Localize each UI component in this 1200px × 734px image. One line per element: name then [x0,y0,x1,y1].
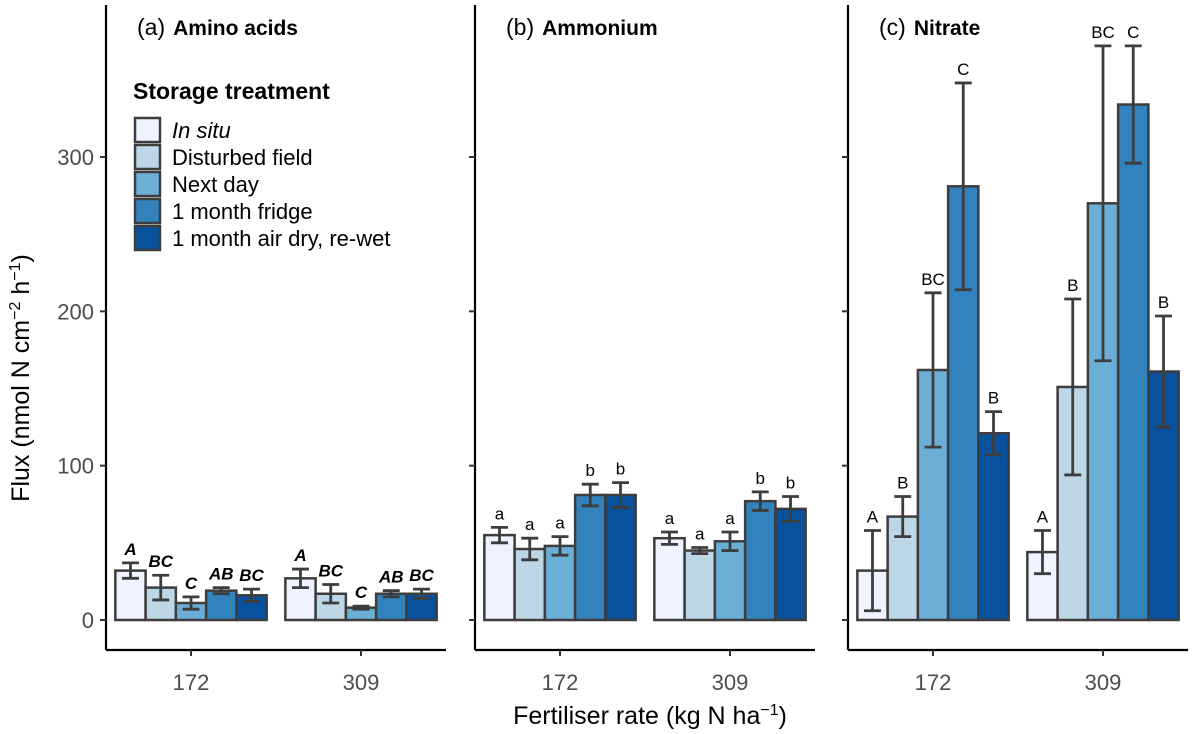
bar [653,536,686,622]
significance-letter: b [616,460,625,479]
significance-letter: b [786,474,795,493]
x-tick-label: 309 [343,670,380,695]
panel-tag: (b) [506,14,534,40]
ylabel-end: ) [7,254,35,262]
legend-swatch [133,170,162,198]
x-axis-title: Fertiliser rate (kg N ha−1) [513,702,787,730]
bar [543,544,577,622]
significance-letter: A [123,540,136,559]
significance-letter: A [1037,507,1049,526]
xlabel-sup: −1 [760,702,778,719]
legend-label: Next day [172,172,259,197]
panel-name: Ammonium [542,17,658,40]
xlabel-main: Fertiliser rate (kg N ha [513,702,760,730]
y-tick-label: 200 [57,299,94,324]
significance-letter: BC [921,270,945,289]
panel-1: 0 100 200 300 172 A BC C AB BC 309 A BC C AB BC (a) Amino… [57,5,446,695]
bar [204,589,238,622]
significance-letter: AB [378,568,404,587]
legend-swatch [133,116,162,144]
bar [774,507,807,622]
ylabel-main: Flux (nmol N cm [7,320,35,502]
significance-letter: BC [239,566,264,585]
bar [743,499,777,622]
significance-letter: B [1067,276,1078,295]
significance-letter: BC [148,552,173,571]
significance-letter: b [756,469,765,488]
x-tick-label: 172 [915,670,952,695]
significance-letter: AB [208,565,234,584]
panel-title: (a) Amino acids [137,14,298,40]
ylabel-sup: −1 [7,262,24,280]
y-tick-label: 100 [57,454,94,479]
panel-name: Amino acids [173,17,298,40]
bar [713,540,747,622]
legend-label: In situ [172,118,231,143]
y-tick-label: 0 [82,608,94,633]
legend-label: 1 month fridge [172,199,313,224]
significance-letter: a [525,515,535,534]
bar [977,432,1010,622]
x-tick-label: 172 [542,670,579,695]
significance-letter: a [665,509,675,528]
significance-letter: A [867,507,879,526]
significance-letter: C [957,60,969,79]
legend-swatch [133,224,162,252]
legend-label: Disturbed field [172,145,313,170]
ylabel-mid: h [7,281,35,302]
significance-letter: a [495,504,505,523]
bar [573,493,607,622]
significance-letter: B [988,389,999,408]
panel-title: (b) Ammonium [506,14,658,40]
significance-letter: A [293,546,306,565]
significance-letter: B [1158,293,1169,312]
x-tick-label: 172 [173,670,210,695]
xlabel-end: ) [779,702,787,730]
significance-letter: b [586,461,595,480]
panel-tag: (c) [879,14,906,40]
x-tick-label: 309 [1085,670,1122,695]
legend-title: Storage treatment [133,78,330,104]
significance-letter: BC [1091,23,1115,42]
significance-letter: BC [409,566,434,585]
significance-letter: C [185,574,198,593]
bar [683,549,717,622]
legend-label: 1 month air dry, re-wet [172,226,390,251]
significance-letter: B [897,474,908,493]
y-tick-label: 300 [57,145,94,170]
significance-letter: a [695,524,705,543]
panel-title: (c) Nitrate [879,14,980,40]
significance-letter: C [1127,23,1139,42]
panel-tag: (a) [137,14,165,40]
legend-swatch [133,197,162,225]
y-axis-title: Flux (nmol N cm−2 h−1) [7,254,35,502]
bar [1116,103,1150,622]
ylabel-sup: −2 [7,302,24,320]
significance-letter: C [355,583,368,602]
x-tick-label: 309 [712,670,749,695]
significance-letter: BC [318,562,343,581]
legend-swatch [133,143,162,171]
bar [604,493,637,622]
panel-2: 172 a a a b b 309 a a a b b (b) Ammonium [469,5,815,695]
significance-letter: a [555,514,565,533]
panel-name: Nitrate [914,17,981,40]
bar [483,533,516,622]
significance-letter: a [725,509,735,528]
